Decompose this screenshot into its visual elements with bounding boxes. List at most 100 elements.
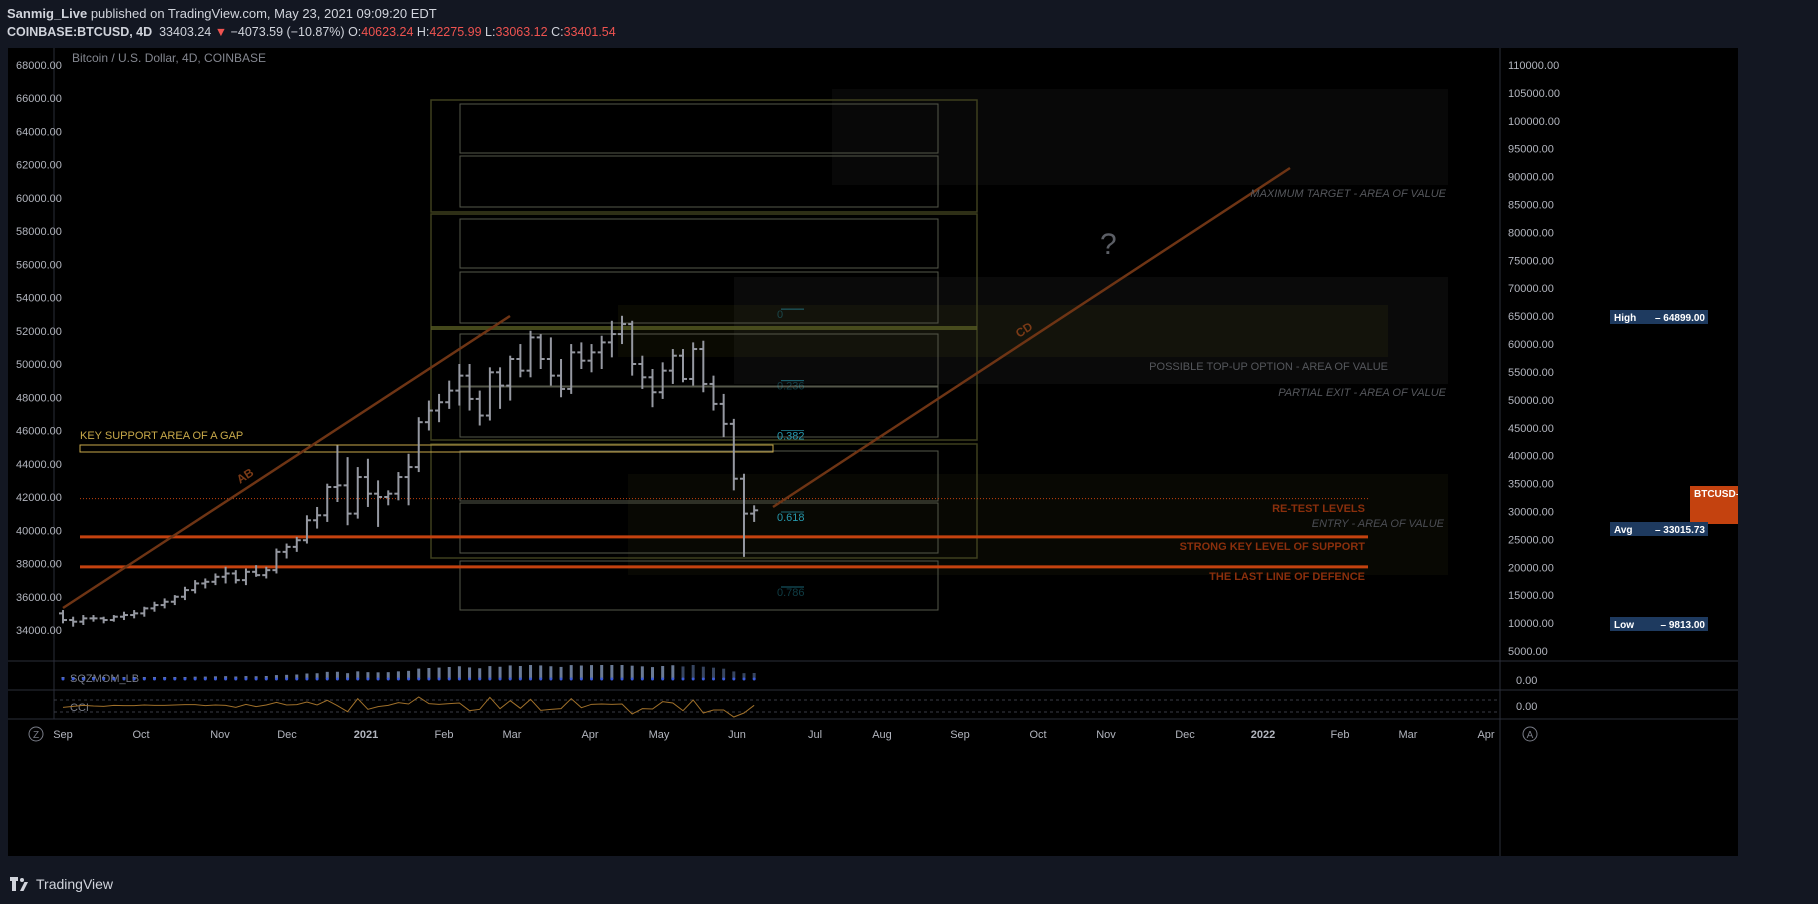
x-axis-tick: Aug [872, 729, 892, 741]
sqzmom-bar [630, 665, 634, 679]
zone-maximum-target [832, 89, 1448, 185]
right-axis-tick: 90000.00 [1508, 172, 1554, 184]
ohlc-bar [353, 467, 362, 519]
sqzmom-bar [346, 673, 350, 679]
x-axis-tick: Dec [277, 729, 297, 741]
sqzmom-dot [671, 677, 675, 681]
sqzmom-dot [224, 677, 228, 681]
ohlc-bar [689, 342, 698, 386]
tradingview-logo[interactable]: TradingView [10, 876, 113, 892]
key-support-gap-box [79, 444, 774, 453]
sqzmom-dot [366, 677, 370, 681]
sqzmom-dot [742, 677, 746, 681]
ohlc-bar [394, 472, 403, 501]
ohlc-bar [99, 616, 108, 624]
ohlc-bar [384, 490, 393, 506]
sqzmom-dot [600, 677, 604, 681]
sqzmom-bar [661, 666, 665, 679]
symbol-name[interactable]: COINBASE:BTCUSD, 4D [7, 25, 153, 39]
projection-inner-box [459, 155, 939, 208]
sqzmom-dot [396, 677, 400, 681]
sqzmom-bar [529, 665, 533, 679]
chart-area[interactable]: KEY SUPPORT AREA OF A GAP AB CD? 0 0.236 0.38… [8, 48, 1738, 856]
ohlc-bar [272, 548, 281, 574]
left-axis-tick: 62000.00 [16, 160, 62, 172]
fib-zero-band [431, 326, 977, 330]
brand-name: TradingView [36, 876, 114, 892]
sqzmom-dot [407, 677, 411, 681]
projection-box [430, 99, 978, 213]
ohlc-bar [526, 330, 535, 378]
sqzmom-bar [722, 668, 726, 679]
ohlc-bar [211, 573, 220, 586]
sqzmom-dot [285, 677, 289, 681]
sqzmom-bar [457, 666, 461, 679]
auto-scale-label: A [1527, 730, 1534, 741]
publisher-name[interactable]: Sanmig_Live [7, 6, 88, 21]
ohlc-bar [709, 375, 718, 411]
sqzmom-bar [539, 665, 543, 679]
left-axis-tick: 44000.00 [16, 459, 62, 471]
cci-axis-label: 0.00 [1516, 701, 1537, 713]
sqzmom-bar [681, 666, 685, 679]
left-axis-tick: 46000.00 [16, 426, 62, 438]
ohlc-bar [191, 580, 200, 594]
right-axis-tick: 40000.00 [1508, 451, 1554, 463]
sqzmom-bar [569, 665, 573, 679]
footer-bar: TradingView [0, 866, 1818, 904]
zone-topup [618, 305, 1388, 357]
x-axis-tick: 2022 [1251, 729, 1275, 741]
low-badge-value: – 9813.00 [1661, 620, 1706, 631]
right-axis-tick: 35000.00 [1508, 479, 1554, 491]
sqzmom-dot [325, 677, 329, 681]
ohlc-bar [496, 367, 505, 409]
low-badge [1610, 617, 1708, 631]
left-axis-tick: 38000.00 [16, 559, 62, 571]
projection-inner-box [459, 560, 939, 611]
sqzmom-dot [681, 677, 685, 681]
projection-inner-box [459, 103, 939, 154]
high-value: 42275.99 [429, 25, 482, 39]
ohlc-bar [140, 606, 149, 617]
x-axis-tick: 2021 [354, 729, 378, 741]
zone-partial-exit [734, 277, 1448, 384]
sqzmom-dot [264, 677, 268, 681]
x-axis-tick: Apr [581, 729, 598, 741]
ohlc-bar [414, 417, 423, 473]
sqzmom-dot [61, 677, 65, 681]
sqzmom-bar [711, 667, 715, 679]
x-axis-tick: Oct [1029, 729, 1046, 741]
ohlc-bar [648, 368, 657, 408]
projection-inner-box [459, 271, 939, 324]
ohlc-bar [424, 400, 433, 431]
close-label: C: [551, 25, 564, 39]
fib-level-label: 0.382 [777, 430, 805, 442]
sqzmom-dot [518, 677, 522, 681]
projection-inner-box [459, 333, 939, 387]
trendline-ab [62, 314, 511, 610]
sqzmom-dot [71, 677, 75, 681]
x-axis-tick: Nov [210, 729, 230, 741]
down-arrow-icon: ▼ [214, 25, 228, 39]
price-chart[interactable]: KEY SUPPORT AREA OF A GAPABCD?00.2360.38… [8, 48, 1738, 856]
low-badge-label: Low [1614, 620, 1634, 631]
sqzmom-bar [508, 665, 512, 679]
close-value: 33401.54 [563, 25, 616, 39]
sqzmom-bar [396, 671, 400, 679]
price-badge [1690, 486, 1738, 524]
sqzmom-dot [427, 677, 431, 681]
projection-box [430, 443, 978, 559]
sqzmom-bar [488, 666, 492, 679]
ohlc-bar [323, 483, 332, 522]
x-axis-tick: Nov [1096, 729, 1116, 741]
right-axis-tick: 45000.00 [1508, 423, 1554, 435]
ohlc-bar [59, 610, 67, 624]
ohlc-bar [221, 566, 230, 584]
sqzmom-bar [732, 671, 736, 679]
sqzmom-dot [559, 677, 563, 681]
sqzmom-bar [498, 666, 502, 679]
x-axis-tick: Sep [950, 729, 970, 741]
x-axis-tick: Feb [1331, 729, 1350, 741]
ohlc-bar [729, 418, 738, 491]
projection-inner-box [459, 450, 939, 502]
